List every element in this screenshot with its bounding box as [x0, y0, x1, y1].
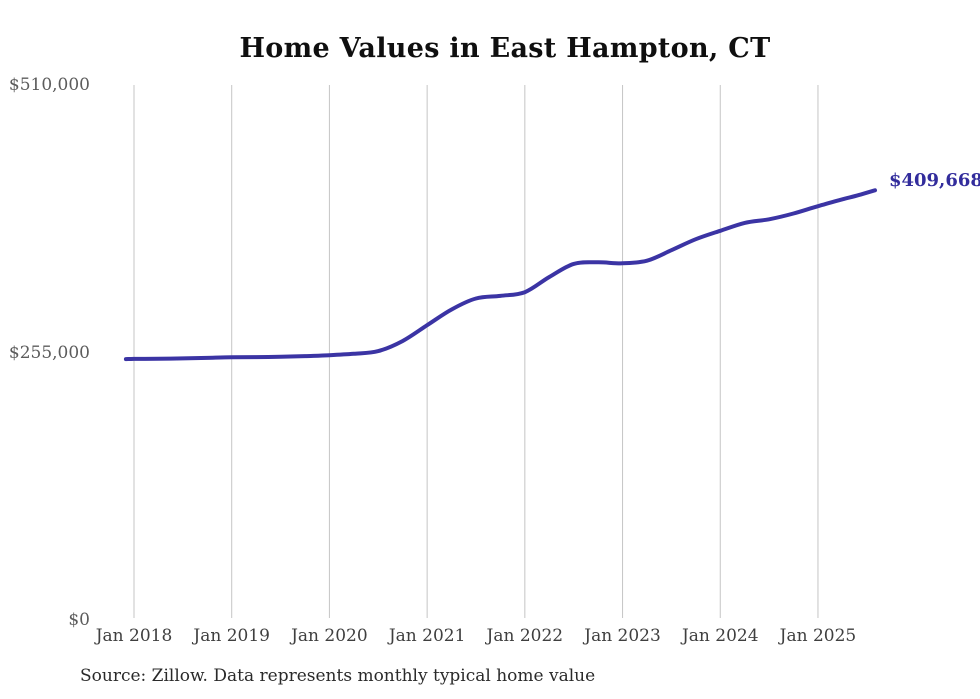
- x-tick-label: Jan 2019: [193, 626, 270, 646]
- x-tick-label: Jan 2025: [779, 626, 857, 646]
- y-tick-label: $0: [68, 610, 90, 630]
- home-value-line: [123, 188, 877, 362]
- x-tick-label: Jan 2022: [486, 626, 564, 646]
- y-tick-label: $255,000: [8, 342, 90, 363]
- y-axis: $510,000 $255,000 $0: [0, 0, 96, 699]
- source-note: Source: Zillow. Data represents monthly …: [80, 666, 596, 686]
- x-tick-label: Jan 2021: [388, 626, 466, 646]
- x-axis: Jan 2018 Jan 2019 Jan 2020 Jan 2021 Jan 2022…: [0, 626, 980, 650]
- x-tick-label: Jan 2018: [95, 626, 173, 646]
- x-tick-label: Jan 2024: [681, 626, 759, 646]
- y-tick-label: $510,000: [8, 75, 90, 95]
- chart-title: Home Values in East Hampton, CT: [239, 33, 771, 64]
- current-value-label: $409,668: [888, 170, 980, 192]
- x-tick-label: Jan 2020: [291, 626, 368, 646]
- x-tick-label: Jan 2023: [584, 626, 661, 646]
